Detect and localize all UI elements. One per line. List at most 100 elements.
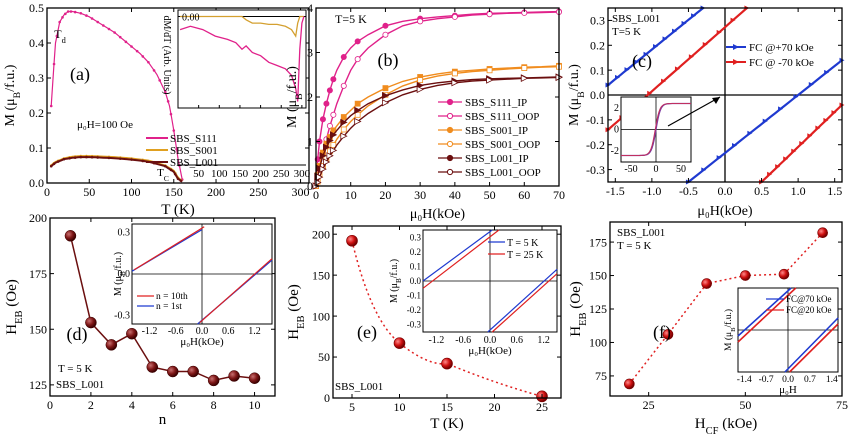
x-tick-label: 0 (47, 398, 53, 412)
legend-marker (446, 112, 454, 120)
axes: 5 10 15 20 25 0 50 100 150 200 (312, 226, 561, 414)
series-line-SBS_L001 (50, 156, 183, 183)
data-point (169, 168, 173, 172)
data-point (354, 100, 361, 107)
inset-xtick-label: 50 (193, 168, 205, 180)
data-point (330, 111, 337, 118)
data-point (79, 11, 83, 15)
data-point (126, 327, 138, 340)
data-point (52, 62, 56, 66)
legend-marker (446, 98, 454, 106)
data-point (68, 156, 71, 160)
legend-label: SBS_S111 (170, 133, 217, 145)
inset-xtick-label: -0.6 (168, 326, 184, 337)
data-point (330, 76, 337, 83)
y-tick-label: 125 (589, 302, 607, 316)
data-point (118, 35, 122, 39)
inset-xtick-label: 1.2 (248, 326, 261, 337)
series-line-SBS_L001_IP (315, 76, 560, 187)
inset-xtick-label: 0.6 (511, 335, 524, 346)
inset-loop (737, 287, 797, 343)
x-tick-label: 0 (313, 188, 319, 202)
data-point (382, 22, 389, 29)
data-point (354, 117, 362, 126)
inset-loop (491, 273, 558, 333)
inset-xtick-label: -50 (624, 164, 637, 175)
data-point (326, 152, 334, 160)
panel-e-label: (e) (357, 322, 377, 343)
legend-marker (446, 126, 454, 134)
panel-f-xlabel: HCF (kOe) (695, 416, 757, 437)
inset-ytick-label: 0.1 (410, 261, 421, 271)
data-point (49, 164, 53, 168)
data-point (329, 131, 338, 139)
x-tick-label: 6 (170, 398, 176, 412)
data-point (102, 24, 105, 27)
inset-ylabel: M (μB/f.u.) (723, 309, 737, 351)
data-point (141, 55, 145, 58)
panel-b: 0 10 20 30 40 50 60 70 0 1 2 3 4 μ₀H(kOe) M (μB/f.u.) T… (285, 1, 565, 222)
legend-label: FC@20 kOe (786, 305, 832, 315)
data-point (382, 92, 390, 100)
data-point (807, 133, 813, 139)
y-tick-label: -0.1 (586, 113, 605, 127)
panel-d-label: (d) (67, 324, 88, 345)
x-tick-label: 0 (44, 185, 50, 199)
data-point (775, 164, 781, 170)
data-point (747, 130, 753, 136)
x-tick-label: 40 (449, 188, 461, 202)
y-tick-label: 175 (29, 267, 47, 281)
data-point (85, 316, 97, 329)
data-point (783, 156, 789, 162)
panel-f-annotation: T = 5 K (617, 240, 651, 252)
data-point (486, 67, 493, 74)
data-point (207, 374, 220, 387)
data-point (416, 85, 425, 94)
data-point (176, 177, 180, 181)
x-tick-label: 300 (292, 185, 310, 199)
data-point (346, 234, 358, 247)
inset-ytick-label: 0.0 (118, 269, 131, 280)
data-point (64, 12, 67, 16)
y-tick-label: 100 (589, 336, 607, 350)
data-point (319, 116, 326, 123)
y-tick-label: 0.5 (29, 1, 44, 15)
y-tick-label: 4 (307, 1, 313, 15)
x-tick-label: 50 (484, 188, 496, 202)
legend-marker (733, 44, 739, 50)
series-line (628, 232, 824, 385)
legend-label: n = 1st (156, 302, 182, 312)
panel-c-xlabel: μ₀H(kOe) (697, 204, 752, 219)
data-point (96, 20, 100, 24)
data-point (55, 34, 59, 38)
data-point (66, 10, 70, 13)
inset-loop (422, 229, 500, 289)
data-point (118, 157, 122, 160)
data-point (730, 17, 736, 23)
inset-xtick-label: 0.7 (804, 375, 816, 385)
panel-b-legend: SBS_S111_IP SBS_S111_OOP SBS_S001_IP SBS_S0… (438, 97, 541, 179)
data-point (164, 164, 167, 168)
x-tick-label: 15 (441, 400, 453, 414)
panel-e-xlabel: T (K) (430, 416, 463, 432)
panel-a-inset: 0.00 dM/dT (Arb. Units) 50 100 150 200 250 300 (161, 9, 311, 180)
panel-b-annotation: T=5 K (335, 12, 367, 26)
data-point (382, 85, 389, 91)
y-tick-label: 50 (318, 350, 330, 364)
data-point (323, 158, 331, 166)
data-point (520, 74, 529, 82)
data-point (175, 147, 178, 151)
legend-label: T = 5 K (507, 238, 539, 249)
data-point (624, 67, 630, 73)
inset-loop (199, 258, 273, 324)
y-tick-label: 2 (307, 90, 313, 104)
data-point (701, 167, 707, 173)
y-tick-label: 0.2 (590, 38, 605, 52)
data-point (85, 155, 88, 159)
x-tick-label: 50 (739, 398, 751, 412)
inset-ylabel: dM/dT (Arb. Units) (161, 16, 172, 95)
data-point (688, 54, 694, 60)
data-point (49, 104, 53, 108)
